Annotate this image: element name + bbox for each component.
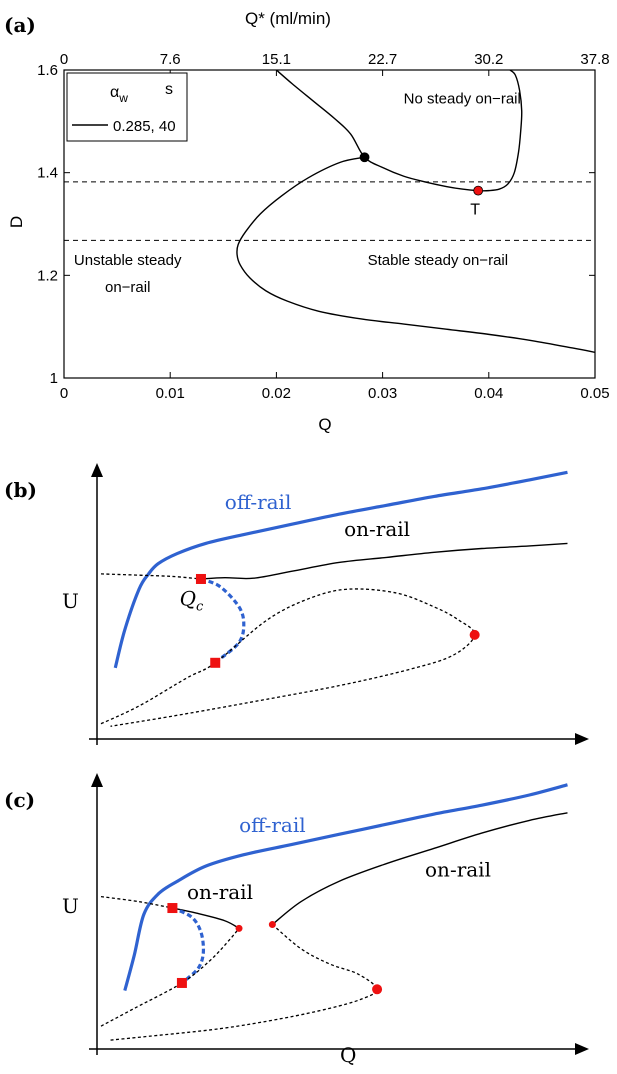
panel-a-legend: αw s 0.285, 40: [66, 72, 188, 142]
x2-tick-label: 15.1: [262, 51, 291, 68]
series-line: [200, 542, 568, 580]
panel-c-annotations: off-rail on-rail on-rail: [187, 813, 491, 904]
panel-a-series: [64, 70, 595, 354]
x-tick-label: 0.03: [368, 385, 397, 402]
x2-tick-label: 30.2: [474, 51, 503, 68]
panel-a-xlabel: Q: [318, 415, 331, 434]
x2-tick-label: 22.7: [368, 51, 397, 68]
x-tick-label: 0: [60, 385, 68, 402]
y-axis-arrow: [91, 773, 103, 787]
series-line: [110, 924, 378, 1041]
y-tick-label: 1.2: [37, 267, 58, 284]
legend-header-alpha: αw: [110, 84, 128, 105]
y-tick-label: 1.4: [37, 165, 58, 182]
x2-tick-label: 37.8: [580, 51, 609, 68]
panel-c-points: [167, 903, 383, 995]
panel-a-points: T: [359, 152, 484, 219]
series-line: [100, 927, 240, 1027]
dot-marker: [268, 921, 276, 929]
legend-alpha-sub: w: [118, 91, 128, 105]
y-axis-arrow: [91, 463, 103, 477]
annotation: off-rail: [225, 490, 292, 514]
x-tick-label: 0.05: [580, 385, 609, 402]
series-line: [172, 907, 240, 929]
annotation: off-rail: [239, 813, 306, 837]
square-marker: [176, 977, 187, 988]
panel-c-series: [100, 783, 568, 1041]
point-marker: [473, 185, 484, 196]
panel-b-ylabel: U: [62, 589, 79, 613]
annotation: on-rail: [425, 857, 491, 881]
circle-marker: [469, 629, 480, 640]
panel-b-points: [195, 573, 480, 668]
series-line: [100, 573, 202, 580]
square-marker: [195, 573, 206, 584]
panel-b-label: (b): [4, 478, 37, 502]
point-marker: [359, 152, 370, 163]
legend-alpha: α: [110, 84, 119, 101]
circle-marker: [372, 984, 383, 995]
annotation: Qc: [180, 587, 204, 615]
point-label: T: [470, 202, 480, 219]
panel-c: (c) U Q off-rail on-rail on-rail: [4, 773, 589, 1067]
legend-box: [66, 72, 188, 142]
plot-frame: [63, 69, 596, 379]
legend-entry: 0.285, 40: [113, 118, 176, 135]
x2-tick-label: 0: [60, 51, 68, 68]
panel-a-x2label-text: Q* (ml/min): [245, 9, 331, 28]
panel-c-label: (c): [4, 788, 35, 812]
x-axis-arrow: [575, 1043, 589, 1055]
panel-b-series: [100, 470, 568, 727]
panel-c-xlabel: Q: [340, 1043, 356, 1067]
series-line: [113, 470, 568, 669]
dot-marker: [235, 924, 243, 932]
annotation: Unstable steady: [74, 252, 182, 269]
series-line: [200, 577, 246, 665]
y-tick-label: 1: [50, 370, 58, 387]
panel-a: (a) 0 0.01 0.02 0.03 0.04 0.05 0 7.6 15.1 22.7 30.…: [4, 9, 610, 434]
y-tick-label: 1.6: [37, 62, 58, 79]
annotation: Stable steady on−rail: [368, 252, 509, 269]
panel-a-annotations: No steady on−rail Unstable steady on−rail S…: [74, 90, 521, 295]
panel-b-frame: [89, 463, 589, 745]
x-axis-arrow: [575, 733, 589, 745]
panel-c-ylabel: U: [62, 894, 79, 918]
x-tick-label: 0.01: [156, 385, 185, 402]
annotation-main: Q: [180, 587, 196, 611]
panel-c-frame: [89, 773, 589, 1055]
legend-header-s: s: [165, 81, 173, 98]
annotation: on-rail: [344, 517, 410, 541]
series-line: [171, 906, 206, 985]
annotation: on−rail: [105, 279, 150, 296]
series-line: [100, 895, 173, 909]
x2-tick-label: 7.6: [160, 51, 181, 68]
series-line: [123, 783, 568, 991]
series-line: [100, 588, 476, 727]
annotation-sub: c: [196, 600, 204, 615]
annotation: No steady on−rail: [404, 90, 521, 107]
series-line: [275, 70, 523, 192]
panel-b: (b) U off-rail on-rail Qc: [4, 463, 589, 745]
panel-a-x2label: Q* (ml/min): [245, 9, 331, 28]
x-tick-label: 0.02: [262, 385, 291, 402]
square-marker: [167, 903, 178, 914]
panel-a-label: (a): [4, 13, 36, 37]
annotation: on-rail: [187, 880, 253, 904]
series-line: [271, 812, 568, 926]
panel-a-frame: 0 0.01 0.02 0.03 0.04 0.05 0 7.6 15.1 22.7 30.2 37.…: [37, 51, 609, 402]
series-line: [236, 156, 595, 354]
x-tick-label: 0.04: [474, 385, 503, 402]
panel-a-ylabel: D: [7, 216, 26, 228]
panel-b-annotations: off-rail on-rail Qc: [180, 490, 410, 615]
square-marker: [210, 657, 221, 668]
